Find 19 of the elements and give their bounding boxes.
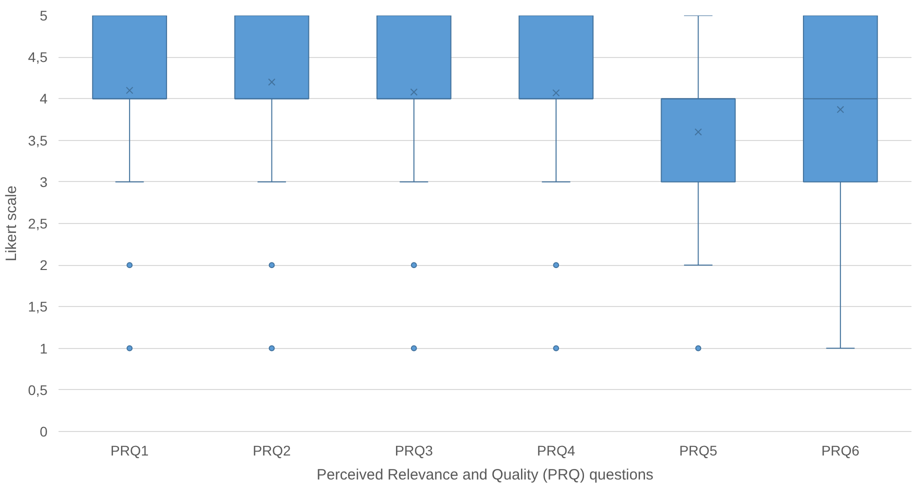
y-tick-label: 3,5	[28, 132, 48, 148]
y-axis-title: Likert scale	[3, 186, 20, 262]
x-tick-label: PRQ4	[537, 442, 576, 458]
y-tick-label: 4	[40, 90, 48, 107]
y-tick-label: 3	[40, 174, 48, 190]
x-tick-label: PRQ3	[394, 442, 434, 458]
y-tick-label: 5	[40, 8, 48, 24]
y-tick-label: 0,5	[28, 382, 48, 398]
y-tick-label: 0	[40, 424, 48, 440]
x-tick-label: PRQ6	[821, 442, 860, 458]
x-tick-label: PRQ5	[679, 442, 718, 458]
x-tick-label: PRQ1	[110, 442, 149, 458]
y-tick-label: 2,5	[28, 216, 48, 232]
x-axis-title: Perceived Relevance and Quality (PRQ) questions	[316, 466, 654, 484]
y-tick-label: 2	[40, 257, 48, 274]
x-tick-label: PRQ2	[252, 442, 292, 458]
y-tick-label: 4,5	[28, 49, 48, 66]
y-tick-label: 1,5	[28, 298, 48, 315]
y-tick-label: 1	[40, 340, 48, 356]
